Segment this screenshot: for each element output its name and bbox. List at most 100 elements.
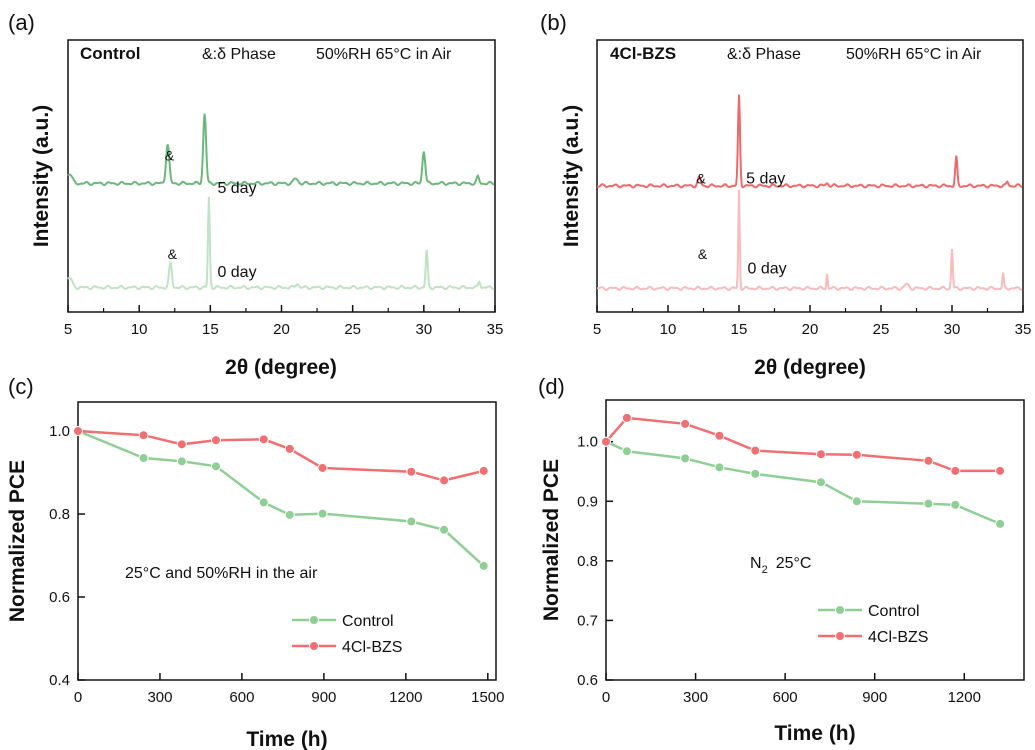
panel-c-point-4Cl-BZS bbox=[74, 427, 83, 436]
panel-c-point-Control bbox=[259, 498, 268, 507]
panel-b-xtick-label: 15 bbox=[731, 321, 748, 338]
panel-d-legend-marker-4Cl-BZS bbox=[836, 632, 845, 641]
panel-b-xtick-label: 35 bbox=[1015, 321, 1032, 338]
panel-c-point-Control bbox=[318, 509, 327, 518]
panel-d-point-4Cl-BZS bbox=[852, 450, 861, 459]
panel-a-phase-note: &:δ Phase bbox=[202, 46, 276, 63]
panel-c-note: 25°C and 50%RH in the air bbox=[125, 565, 318, 582]
panel-d-legend-marker-Control bbox=[836, 606, 845, 615]
panel-c-stability: (c) 0 300 600 900 1200 1500 0.4 0.6 0.8 1.0 25°C … bbox=[6, 374, 504, 750]
panel-b-series-5-day bbox=[597, 95, 1022, 188]
panel-d-point-4Cl-BZS bbox=[681, 419, 690, 428]
panel-a-series-5-day bbox=[68, 114, 494, 185]
panel-d-line-4Cl-BZS bbox=[606, 418, 1000, 471]
panel-a-xtick-label: 20 bbox=[273, 321, 290, 338]
panel-c-xtick-label: 0 bbox=[74, 689, 82, 706]
panel-a-frame bbox=[68, 40, 495, 312]
panel-c-point-4Cl-BZS bbox=[285, 444, 294, 453]
panel-c-point-4Cl-BZS bbox=[440, 476, 449, 485]
panel-d-point-Control bbox=[924, 499, 933, 508]
panel-a-xtick-label: 5 bbox=[64, 321, 72, 338]
panel-a-xrd: (a) Control &:δ Phase 50%RH 65°C in Air … bbox=[8, 10, 503, 379]
panel-d-ytick-label: 0.6 bbox=[577, 672, 598, 689]
panel-b-series-0-day bbox=[597, 190, 1022, 290]
panel-d-point-4Cl-BZS bbox=[816, 450, 825, 459]
panel-b-frame bbox=[597, 40, 1023, 312]
panel-c-point-4Cl-BZS bbox=[139, 431, 148, 440]
panel-d-point-4Cl-BZS bbox=[715, 431, 724, 440]
panel-d-xtick-label: 600 bbox=[773, 689, 798, 706]
panel-c-xtick-label: 300 bbox=[147, 689, 172, 706]
panel-b-xtick-label: 20 bbox=[802, 321, 819, 338]
panel-d-point-4Cl-BZS bbox=[751, 446, 760, 455]
panel-d-y-title: Normalized PCE bbox=[540, 459, 563, 621]
panel-d-point-4Cl-BZS bbox=[951, 466, 960, 475]
panel-a-xtick-label: 35 bbox=[487, 321, 504, 338]
panel-c-ytick-label: 0.8 bbox=[49, 506, 70, 523]
panel-c-xtick-label: 900 bbox=[311, 689, 336, 706]
panel-d-point-4Cl-BZS bbox=[924, 456, 933, 465]
panel-c-line-Control bbox=[78, 431, 484, 566]
panel-d-xtick-label: 900 bbox=[862, 689, 887, 706]
panel-a-xtick-label: 30 bbox=[415, 321, 432, 338]
panel-b-annotation-2: & bbox=[698, 246, 708, 262]
panel-d-note-sub: 2 bbox=[762, 564, 768, 576]
panel-c-legend-label-4Cl-BZS: 4Cl-BZS bbox=[342, 639, 402, 656]
panel-a-y-title: Intensity (a.u.) bbox=[30, 105, 53, 247]
panel-b-annotation-3: 0 day bbox=[748, 261, 787, 278]
panel-d-point-Control bbox=[622, 447, 631, 456]
panel-d-point-4Cl-BZS bbox=[996, 466, 1005, 475]
panel-d-point-Control bbox=[996, 519, 1005, 528]
panel-a-annotation-1: 5 day bbox=[217, 180, 256, 197]
panel-d-ytick-label: 0.8 bbox=[577, 553, 598, 570]
panel-b-xtick-label: 30 bbox=[944, 321, 961, 338]
panel-d-point-4Cl-BZS bbox=[602, 437, 611, 446]
panel-c-point-Control bbox=[440, 525, 449, 534]
panel-c-point-4Cl-BZS bbox=[407, 467, 416, 476]
panel-d-legend-label-4Cl-BZS: 4Cl-BZS bbox=[868, 629, 928, 646]
panel-c-legend-label-Control: Control bbox=[342, 613, 394, 630]
panel-d-point-Control bbox=[681, 454, 690, 463]
panel-b-phase-note: &:δ Phase bbox=[727, 46, 801, 63]
panel-d-ytick-label: 0.7 bbox=[577, 612, 598, 629]
panel-c-xtick-label: 1200 bbox=[389, 689, 422, 706]
panel-d-point-Control bbox=[715, 463, 724, 472]
panel-b-y-title: Intensity (a.u.) bbox=[560, 105, 583, 247]
panel-d-point-Control bbox=[751, 469, 760, 478]
panel-c-point-Control bbox=[139, 454, 148, 463]
panel-c-frame bbox=[78, 402, 496, 680]
panel-c-xtick-label: 1500 bbox=[471, 689, 504, 706]
panel-c-ytick-label: 1.0 bbox=[49, 423, 70, 440]
panel-d-ytick-label: 0.9 bbox=[577, 493, 598, 510]
panel-b-xtick-label: 5 bbox=[593, 321, 601, 338]
panel-c-legend-marker-4Cl-BZS bbox=[310, 642, 319, 651]
panel-c-tag: (c) bbox=[8, 374, 34, 399]
panel-a-annotation-3: 0 day bbox=[217, 264, 256, 281]
panel-a-xtick-label: 10 bbox=[131, 321, 148, 338]
panel-c-point-Control bbox=[479, 561, 488, 570]
panel-c-ytick-label: 0.4 bbox=[49, 672, 70, 689]
panel-c-point-4Cl-BZS bbox=[318, 463, 327, 472]
panel-d-ytick-label: 1.0 bbox=[577, 434, 598, 451]
panel-c-ytick-label: 0.6 bbox=[49, 589, 70, 606]
panel-b-x-title: 2θ (degree) bbox=[754, 356, 866, 379]
panel-c-y-title: Normalized PCE bbox=[6, 460, 29, 622]
panel-d-stability: (d) 0 300 600 900 12000.60.70.80.91.0 N2 25°C… bbox=[538, 374, 1024, 745]
panel-d-xtick-label: 300 bbox=[683, 689, 708, 706]
panel-b-xrd: (b) 4Cl-BZS &:δ Phase 50%RH 65°C in Air … bbox=[540, 10, 1031, 379]
panel-c-point-4Cl-BZS bbox=[479, 466, 488, 475]
panel-d-frame bbox=[606, 400, 1024, 680]
panel-c-point-Control bbox=[211, 462, 220, 471]
panel-a-xtick-label: 25 bbox=[344, 321, 361, 338]
panel-d-x-title: Time (h) bbox=[774, 722, 855, 745]
panel-b-condition: 50%RH 65°C in Air bbox=[846, 46, 982, 63]
panel-d-xtick-label: 0 bbox=[602, 689, 610, 706]
panel-c-point-4Cl-BZS bbox=[259, 435, 268, 444]
panel-d-note-rest: 25°C bbox=[776, 555, 812, 572]
panel-b-annotation-1: 5 day bbox=[746, 170, 785, 187]
panel-c-point-Control bbox=[285, 510, 294, 519]
panel-a-annotation-2: & bbox=[168, 246, 178, 262]
panel-d-point-Control bbox=[951, 500, 960, 509]
panel-a-tag: (a) bbox=[8, 10, 35, 35]
